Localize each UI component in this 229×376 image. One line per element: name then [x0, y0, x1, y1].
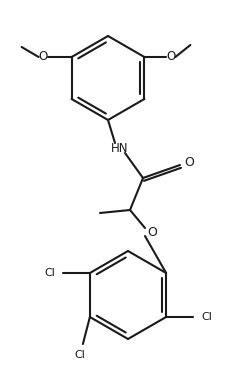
Text: O: O — [38, 50, 47, 64]
Text: O: O — [183, 156, 193, 168]
Text: Cl: Cl — [44, 268, 55, 278]
Text: Cl: Cl — [200, 312, 211, 322]
Text: O: O — [166, 50, 175, 64]
Text: Cl: Cl — [74, 350, 85, 360]
Text: HN: HN — [111, 141, 128, 155]
Text: O: O — [146, 226, 156, 240]
